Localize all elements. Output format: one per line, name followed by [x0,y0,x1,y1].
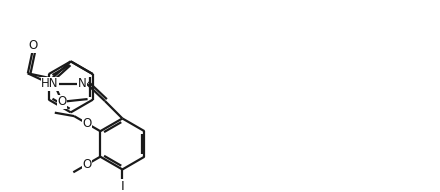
Text: O: O [28,39,37,52]
Text: I: I [121,180,124,192]
Text: HN: HN [41,77,59,90]
Text: O: O [83,117,92,130]
Text: N: N [77,77,86,90]
Text: O: O [58,95,67,108]
Text: O: O [83,158,92,171]
